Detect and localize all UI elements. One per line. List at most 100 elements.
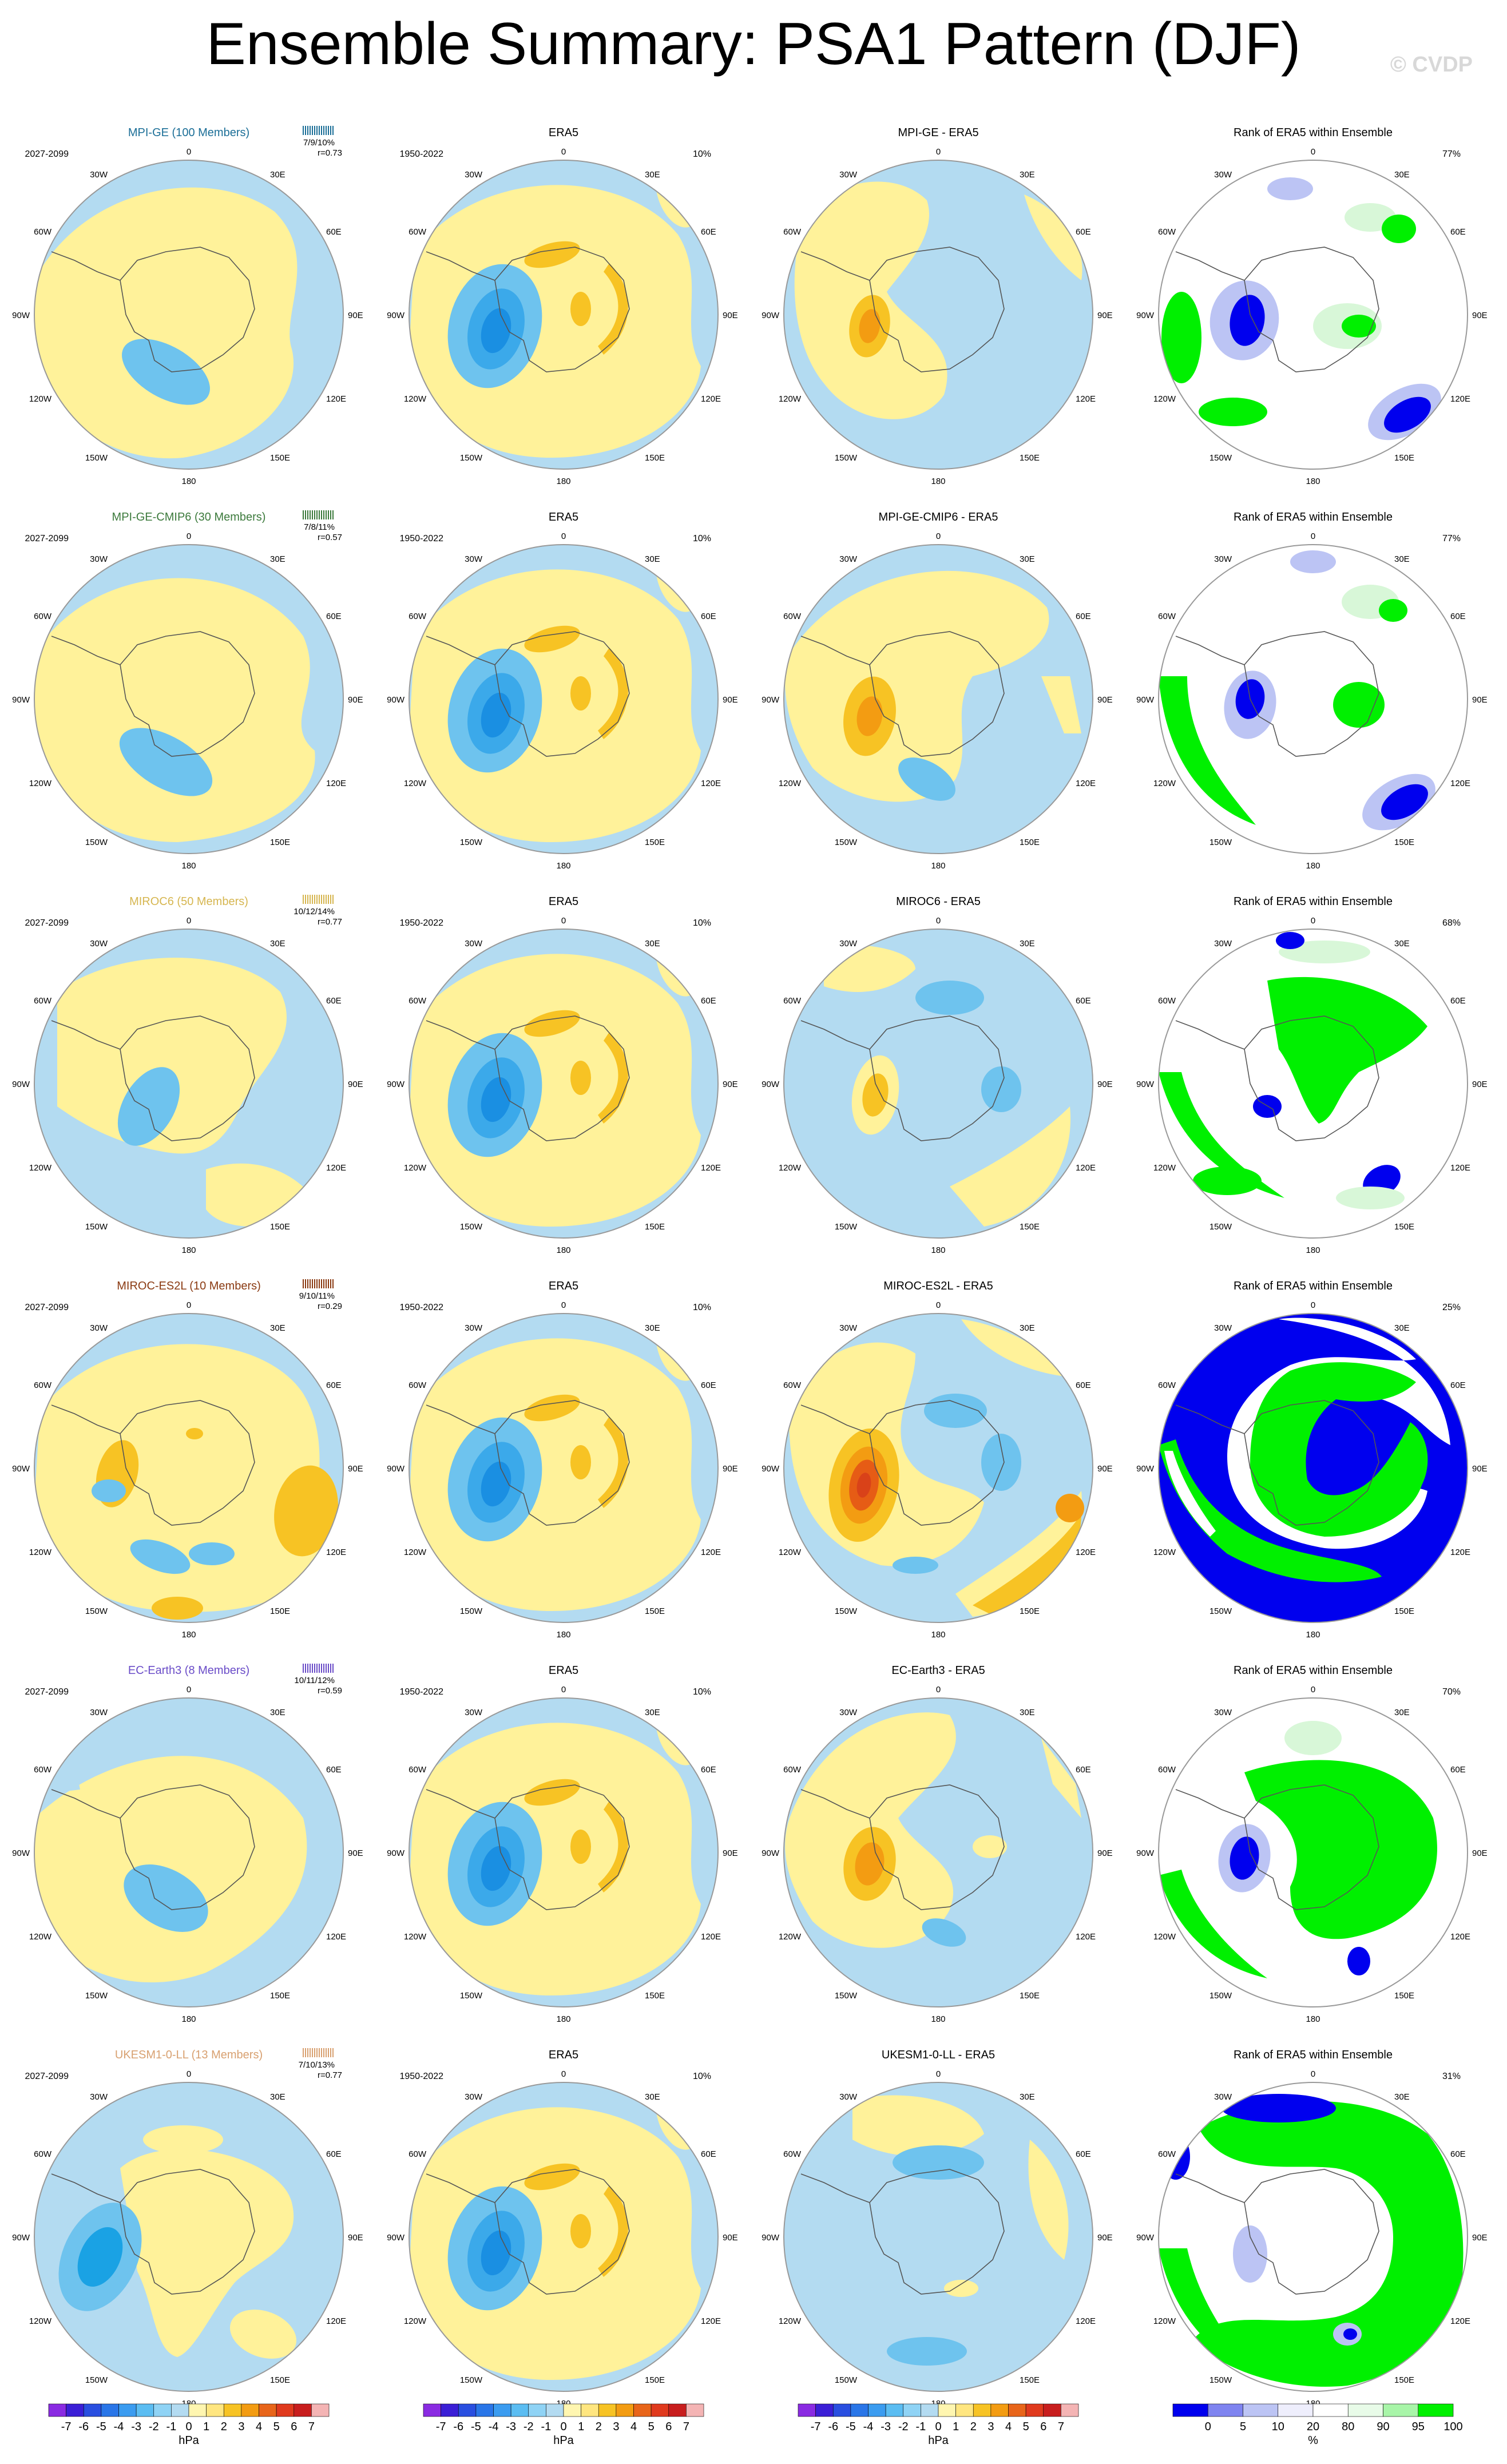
colorbar-tick: -3	[131, 2421, 141, 2433]
contour-region	[481, 2230, 511, 2276]
colorbar-swatch	[903, 2403, 921, 2417]
longitude-label: 30E	[645, 939, 660, 949]
map-border	[409, 929, 719, 1239]
longitude-label: 180	[181, 2014, 196, 2024]
longitude-label: 120W	[404, 1932, 427, 1942]
longitude-label: 30E	[645, 2092, 660, 2102]
longitude-label: 120W	[404, 1163, 427, 1173]
longitude-label: 120W	[404, 1548, 427, 1557]
longitude-label: 120E	[1450, 1548, 1470, 1557]
longitude-label: 30E	[1020, 2092, 1035, 2102]
model-period: 2027-2099	[25, 1687, 69, 1697]
colorbar-tick: -4	[863, 2421, 874, 2433]
longitude-label: 90W	[387, 695, 405, 705]
map-border	[34, 544, 344, 854]
antarctica-coastline	[869, 1015, 1005, 1141]
longitude-label: 120E	[1076, 779, 1096, 788]
colorbar-tick: -5	[471, 2421, 481, 2433]
colorbar-tick: -3	[506, 2421, 516, 2433]
obs-percent-variance: 10%	[693, 1687, 711, 1697]
model-title: MIROC6 (50 Members)	[129, 895, 248, 908]
contour-region	[57, 958, 287, 1154]
model-title: MPI-GE (100 Members)	[128, 126, 249, 139]
difference-title: UKESM1-0-LL - ERA5	[882, 2049, 995, 2061]
rank-percent: 25%	[1442, 1303, 1461, 1312]
longitude-label: 150W	[835, 1222, 858, 1232]
longitude-label: 90W	[762, 2233, 780, 2243]
longitude-label: 120E	[1450, 1163, 1470, 1173]
longitude-label: 30E	[1394, 1323, 1410, 1333]
coastline	[1175, 2173, 1245, 2203]
coastline	[800, 1789, 870, 1819]
longitude-label: 180	[556, 1245, 570, 1255]
colorbar-tick: 90	[1377, 2421, 1389, 2433]
antarctica-coastline	[1244, 1015, 1379, 1141]
longitude-label: 90E	[1472, 1464, 1488, 1474]
contour-region	[1384, 396, 1431, 433]
colorbar-swatch	[241, 2403, 259, 2417]
pc-percent-stats: 9/10/11%	[299, 1291, 335, 1301]
summary-row-4: 0 180 90W 90E 30W 30E 60W 60E 120W 120E 150W 150E MI…	[12, 1279, 1488, 1640]
rank-title: Rank of ERA5 within Ensemble	[1234, 511, 1393, 523]
longitude-label: 60W	[1158, 2149, 1176, 2159]
longitude-label: 90W	[762, 1080, 780, 1089]
contour-region	[915, 981, 984, 1015]
longitude-label: 0	[936, 1300, 941, 1310]
longitude-label: 90W	[387, 1080, 405, 1089]
longitude-label: 120E	[1450, 1932, 1470, 1942]
colorbar-swatch	[1243, 2403, 1279, 2417]
pattern-correlation: r=0.77	[318, 2070, 342, 2080]
antarctica-coastline	[1244, 1784, 1379, 1910]
longitude-label: 120E	[1076, 1163, 1096, 1173]
longitude-label: 60W	[1158, 1380, 1176, 1390]
map-disc	[409, 2082, 718, 2391]
longitude-label: 90E	[723, 1464, 738, 1474]
longitude-label: 0	[561, 2069, 566, 2079]
pc-percent-ticks	[303, 2048, 334, 2057]
contour-region	[309, 1187, 343, 1209]
longitude-label: 60W	[409, 1380, 427, 1390]
longitude-label: 60E	[701, 612, 716, 621]
longitude-label: 60W	[409, 227, 427, 237]
contour-region	[1056, 1494, 1084, 1522]
contour-region	[973, 1835, 1007, 1858]
contour-region	[1244, 1760, 1437, 1939]
map-border	[783, 2082, 1093, 2392]
longitude-label: 60E	[701, 2149, 716, 2159]
contour-region	[1024, 195, 1082, 280]
colorbar-swatch	[563, 2403, 581, 2417]
longitude-label: 120E	[326, 394, 346, 404]
longitude-label: 150E	[1020, 1606, 1040, 1616]
contour-region	[34, 1344, 326, 1612]
longitude-label: 90E	[1472, 1848, 1488, 1858]
longitude-label: 60E	[1076, 612, 1091, 621]
map-border	[409, 2082, 719, 2392]
map-disc	[409, 1314, 718, 1622]
longitude-label: 30E	[1020, 554, 1035, 564]
colorbar-swatch	[921, 2403, 939, 2417]
colorbar-swatch	[1172, 2403, 1208, 2417]
contour-region	[859, 309, 881, 343]
coastline	[51, 2173, 121, 2203]
longitude-label: 180	[931, 1245, 945, 1255]
rank-percent: 77%	[1442, 534, 1461, 543]
map-panel: 0 180 90W 90E 30W 30E 60W 60E 120W 120E 150W 150E ER…	[387, 895, 738, 1255]
colorbar-tick: 3	[613, 2421, 619, 2433]
longitude-label: 150E	[1020, 838, 1040, 847]
rank-region	[1250, 1362, 1428, 1537]
map-panel: 0 180 90W 90E 30W 30E 60W 60E 120W 120E 150W 150E MI…	[12, 895, 363, 1255]
colorbar-swatch	[1418, 2403, 1454, 2417]
longitude-label: 90W	[762, 1848, 780, 1858]
colorbar-swatch	[66, 2403, 84, 2417]
map-border	[34, 929, 344, 1239]
obs-percent-variance: 10%	[693, 1303, 711, 1312]
contour-region	[34, 187, 298, 459]
map-disc	[34, 1314, 343, 1622]
colorbar-tick: -7	[811, 2421, 821, 2433]
coastline	[426, 2173, 495, 2203]
colorbar-tick: 7	[683, 2421, 689, 2433]
longitude-label: 150E	[645, 1222, 665, 1232]
longitude-label: 120E	[701, 1932, 721, 1942]
